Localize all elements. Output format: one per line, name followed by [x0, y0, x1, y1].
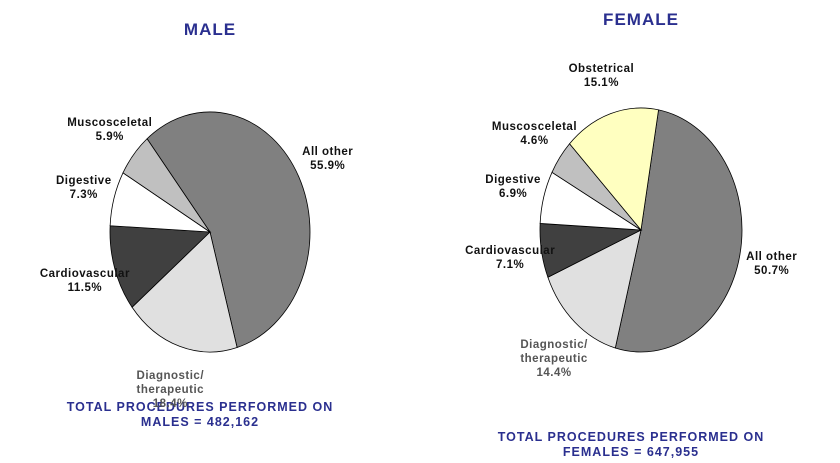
slice-value: 15.1%	[583, 77, 619, 90]
slice-label: Digestive 7.3%	[36, 174, 131, 202]
total-note: TOTAL PROCEDURES PERFORMED ON FEMALES = …	[497, 430, 765, 459]
slice-label: Muscosceletal 4.6%	[487, 120, 582, 148]
chart-title: MALE	[183, 20, 237, 39]
slice-name: Obstetrical	[568, 63, 635, 76]
slice-label: All other 55.9%	[280, 145, 375, 173]
slice-label: Diagnostic/ therapeutic 18.4%	[123, 369, 218, 411]
slice-name: Cardiovascular	[39, 267, 130, 280]
slice-name: Digestive	[485, 173, 541, 186]
slice-label: All other 50.7%	[724, 250, 819, 278]
pie-slice	[614, 109, 743, 353]
slice-value: 11.5%	[67, 281, 103, 294]
slice-value: 4.6%	[520, 134, 549, 147]
pie-slice	[109, 225, 211, 308]
slice-value: 7.1%	[496, 258, 525, 271]
slice-value: 55.9%	[310, 160, 346, 173]
slice-value: 18.4%	[152, 397, 188, 410]
pie-slice	[146, 111, 311, 349]
slice-label: Cardiovascular 7.1%	[463, 244, 558, 272]
pie-slice	[547, 229, 642, 349]
slice-name: Digestive	[55, 174, 112, 187]
slice-label: Cardiovascular 11.5%	[37, 267, 132, 295]
slice-value: 50.7%	[754, 265, 790, 278]
slice-name: Cardiovascular	[465, 244, 556, 257]
slice-value: 5.9%	[95, 130, 124, 143]
slice-label: Digestive 6.9%	[466, 173, 561, 201]
slice-label: Muscosceletal 5.9%	[62, 116, 157, 144]
chart-title: FEMALE	[603, 10, 679, 29]
slice-label: Diagnostic/ therapeutic 14.4%	[507, 338, 602, 380]
slice-value: 14.4%	[536, 366, 572, 379]
pie-slice	[569, 107, 659, 231]
slice-value: 6.9%	[499, 187, 528, 200]
slice-name: Muscosceletal	[67, 116, 153, 129]
total-note: TOTAL PROCEDURES PERFORMED ON MALES = 48…	[66, 400, 334, 429]
slice-name: All other	[302, 146, 354, 159]
slice-label: Obstetrical 15.1%	[554, 62, 649, 90]
slice-value: 7.3%	[69, 188, 98, 201]
pie-slice	[122, 138, 211, 233]
slice-name: Muscosceletal	[491, 120, 578, 133]
pie-slice	[131, 231, 238, 353]
slice-name: All other	[746, 251, 798, 264]
slice-name: Diagnostic/ therapeutic	[520, 338, 588, 365]
slice-name: Diagnostic/ therapeutic	[136, 369, 205, 396]
